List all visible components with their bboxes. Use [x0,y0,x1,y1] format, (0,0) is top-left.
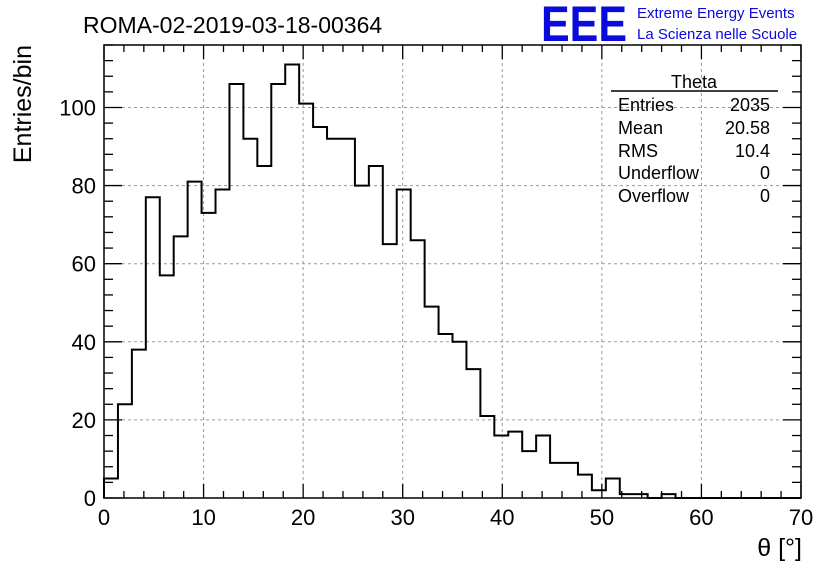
stats-value-entries: 2035 [730,95,770,115]
y-tick-label: 40 [72,330,96,355]
x-tick-label: 60 [689,505,713,530]
x-tick-labels: 0 10 20 30 40 50 60 70 [98,505,813,530]
axis-ticks [103,44,802,499]
y-tick-label: 60 [72,252,96,277]
x-tick-label: 0 [98,505,110,530]
eee-logo-mark: EEE [541,0,627,52]
x-tick-label: 10 [191,505,215,530]
stats-value-underflow: 0 [760,163,770,183]
stats-value-mean: 20.58 [725,118,770,138]
histogram-outline [103,63,801,499]
x-tick-label: 70 [789,505,813,530]
stats-value-overflow: 0 [760,186,770,206]
stats-value-rms: 10.4 [735,141,770,161]
stats-label-entries: Entries [618,95,674,115]
y-tick-labels: 0 20 40 60 80 100 [59,95,96,511]
x-tick-label: 40 [490,505,514,530]
x-tick-label: 50 [590,505,614,530]
chart-title: ROMA-02-2019-03-18-00364 [83,12,382,38]
stats-label-overflow: Overflow [618,186,690,206]
x-tick-label: 20 [291,505,315,530]
eee-logo-line1: Extreme Energy Events [637,5,795,22]
stats-box: Theta Entries 2035 Mean 20.58 RMS 10.4 U… [611,72,778,206]
y-tick-label: 0 [84,486,96,511]
grid-lines [104,45,801,498]
y-tick-label: 100 [59,95,96,120]
x-axis-title: θ [°] [757,534,802,562]
plot-frame [103,44,802,499]
stats-title: Theta [671,72,718,92]
y-axis-title: Entries/bin [9,45,37,163]
y-tick-label: 20 [72,408,96,433]
y-tick-label: 80 [72,174,96,199]
eee-logo: EEE Extreme Energy Events La Scienza nel… [541,0,797,52]
stats-label-mean: Mean [618,118,663,138]
x-tick-label: 30 [390,505,414,530]
stats-label-rms: RMS [618,141,658,161]
eee-logo-line2: La Scienza nelle Scuole [637,26,797,43]
stats-label-underflow: Underflow [618,163,700,183]
